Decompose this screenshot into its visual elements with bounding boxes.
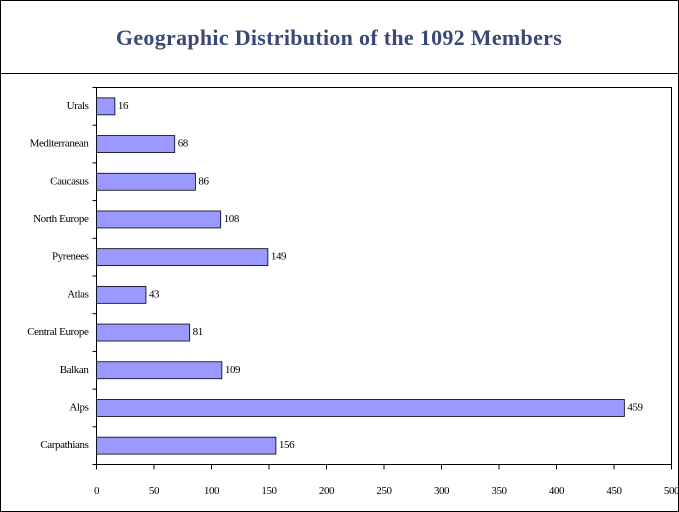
bar: [96, 285, 147, 304]
y-tick-label: Caucasus: [50, 175, 88, 187]
x-tick-label: 150: [261, 485, 277, 497]
x-tick-label: 50: [149, 485, 160, 497]
bar: [96, 436, 277, 455]
bar: [96, 399, 625, 417]
x-tick-label: 200: [319, 485, 335, 497]
data-label: 156: [279, 439, 295, 451]
bar: [96, 361, 223, 380]
y-tick-label: Urals: [67, 100, 89, 112]
bar: [96, 323, 191, 342]
y-tick-label: North Europe: [33, 213, 89, 225]
y-tick-label: Balkan: [60, 364, 90, 376]
x-tick-label: 250: [376, 485, 392, 497]
x-tick-label: 0: [94, 485, 100, 497]
y-tick-label: Atlas: [67, 288, 88, 300]
y-tick-label: Pyrenees: [52, 251, 89, 263]
x-tick-label: 450: [606, 485, 622, 497]
x-tick-label: 350: [491, 485, 507, 497]
y-tick-label: Central Europe: [27, 326, 89, 338]
data-label: 86: [198, 175, 209, 187]
data-label: 16: [118, 100, 129, 112]
data-label: 108: [224, 213, 240, 225]
y-tick-label: Mediterranean: [30, 138, 90, 150]
data-label: 459: [627, 401, 643, 413]
data-label: 43: [149, 288, 160, 300]
bar: [96, 135, 176, 153]
y-tick-label: Alps: [69, 401, 88, 413]
x-tick-label: 300: [434, 485, 450, 497]
x-tick-label: 400: [549, 485, 565, 497]
bar: [96, 210, 222, 229]
data-label: 109: [225, 364, 241, 376]
data-label: 81: [193, 326, 203, 338]
bar: [96, 172, 196, 191]
data-label: 68: [178, 138, 189, 150]
data-label: 149: [271, 251, 287, 263]
y-tick-label: Carpathians: [40, 439, 88, 451]
bar: [96, 97, 116, 116]
bar: [96, 248, 269, 267]
x-tick-label: 500: [664, 485, 679, 497]
x-tick-label: 100: [204, 485, 220, 497]
chart-title: Geographic Distribution of the 1092 Memb…: [116, 25, 562, 50]
